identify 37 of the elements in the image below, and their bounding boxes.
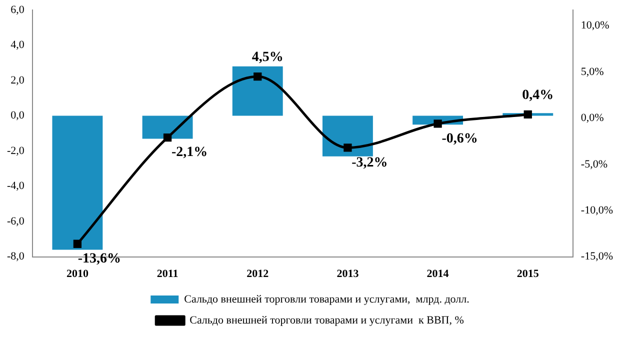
y-tick-label: 2,0 — [10, 74, 25, 86]
y2-tick-label: -15,0% — [580, 250, 613, 263]
bar — [52, 116, 103, 250]
y-tick-label: -8,0 — [6, 250, 25, 263]
data-label: -2,1% — [171, 145, 208, 160]
x-tick-label: 2015 — [516, 268, 540, 280]
x-tick-label: 2012 — [246, 268, 270, 280]
y-tick-label: -6,0 — [6, 215, 25, 228]
y2-tick-label: 0,0% — [580, 112, 604, 124]
point — [344, 144, 352, 152]
data-label: -0,6% — [442, 131, 478, 146]
point — [524, 110, 532, 119]
bar — [232, 66, 283, 116]
point — [254, 72, 262, 81]
x-tick-label: 2014 — [426, 268, 450, 280]
legend-label: Сальдо внешней торговли товарами и услугами, млрд. долл. — [184, 293, 470, 306]
y-tick-label: -2,0 — [6, 144, 25, 157]
data-label: -3,2% — [352, 155, 388, 170]
y-tick-label: -4,0 — [6, 180, 25, 192]
data-label: -13,6% — [78, 251, 122, 266]
y2-tick-label: -10,0% — [580, 204, 613, 216]
x-tick-label: 2010 — [66, 268, 89, 280]
x-tick-label: 2013 — [336, 268, 360, 280]
y2-tick-label: 10,0% — [580, 20, 610, 32]
point — [434, 120, 442, 128]
data-label: 0,4% — [522, 88, 554, 104]
legend-label: Сальдо внешней торговли товарами и услугами к ВВП, % — [190, 314, 464, 326]
data-label: 4,5% — [252, 50, 284, 66]
y-tick-label: 0,0 — [10, 110, 25, 122]
x-tick-label: 2011 — [156, 268, 178, 280]
y2-tick-label: -5,0% — [580, 158, 608, 170]
point — [163, 133, 172, 142]
y2-tick-label: 5,0% — [580, 66, 604, 78]
point — [73, 240, 82, 248]
y-tick-label: 4,0 — [10, 39, 25, 52]
y-tick-label: 6,0 — [10, 4, 25, 16]
bar — [322, 116, 373, 156]
